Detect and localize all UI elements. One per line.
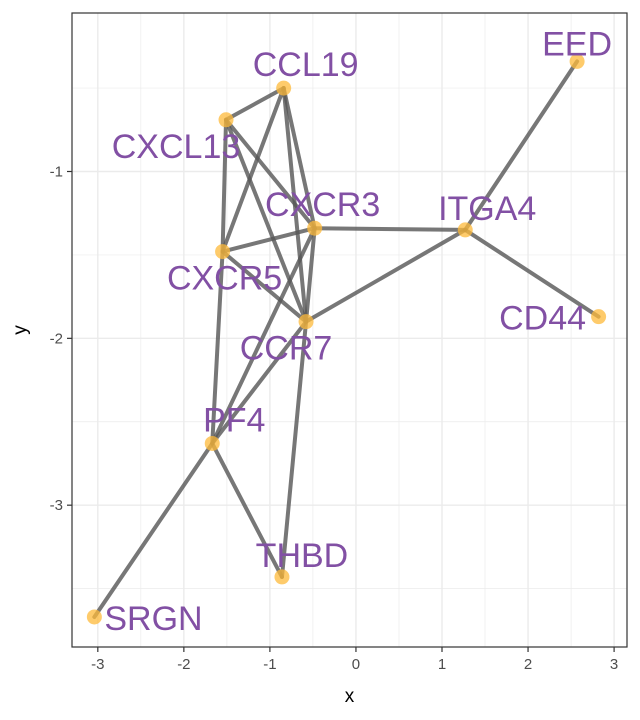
edge-cxcl13-cxcr5	[220, 117, 229, 254]
edges	[92, 59, 601, 619]
x-axis-title: x	[345, 686, 355, 707]
node-point-cxcr5	[215, 244, 231, 260]
node-label-itga4: ITGA4	[438, 190, 536, 228]
edge-ccr7-thbd	[279, 319, 309, 579]
node-label-cd44: CD44	[499, 300, 586, 338]
edge-cxcr5-pf4	[210, 249, 225, 446]
edge-cxcr3-pf4	[210, 226, 317, 446]
edge-cxcl13-ccr7	[224, 117, 309, 324]
panel-border	[71, 12, 628, 648]
node-point-cd44	[591, 309, 607, 325]
node-point-cxcl13	[218, 112, 234, 128]
grid-lines	[72, 13, 627, 647]
y-axis: -1 -2 -3	[50, 164, 72, 514]
node-label-cxcr3: CXCR3	[265, 186, 380, 224]
x-axis: -3 -2 -1 0 1 2 3	[91, 647, 618, 673]
node-label-cxcl13: CXCL13	[112, 128, 241, 166]
x-tick-label: 0	[352, 656, 360, 673]
x-tick-label: 3	[610, 656, 618, 673]
x-tick-label: 1	[438, 656, 446, 673]
edge-ccl19-cxcr3	[281, 86, 317, 231]
node-labels: EED CCL19 CXCL13 CXCR3 ITGA4 CXCR5 CD44 CCR7 PF4…	[104, 25, 612, 638]
edge-pf4-srgn	[92, 441, 215, 619]
node-label-srgn: SRGN	[104, 600, 202, 638]
edge-cxcr5-cxcr3	[220, 226, 317, 254]
node-label-ccl19: CCL19	[253, 46, 359, 84]
node-point-ccr7	[298, 314, 314, 330]
x-tick-label: -3	[91, 656, 104, 673]
node-label-ccr7: CCR7	[240, 330, 333, 368]
edge-itga4-eed	[463, 59, 580, 232]
x-tick-label: -1	[263, 656, 276, 673]
node-label-thbd: THBD	[256, 537, 349, 575]
node-point-ccl19	[276, 80, 292, 96]
edge-cxcl13-cxcr3	[224, 117, 317, 231]
edge-ccl19-cxcl13	[224, 86, 286, 122]
edge-ccr7-itga4	[304, 227, 468, 324]
node-label-cxcr5: CXCR5	[167, 260, 282, 298]
x-tick-label: -2	[177, 656, 190, 673]
y-tick-label: -1	[50, 164, 63, 181]
y-axis-title: y	[10, 325, 31, 335]
edge-cxcr3-ccr7	[304, 226, 317, 324]
edge-pf4-thbd	[210, 441, 284, 579]
edge-cxcr5-ccr7	[220, 249, 309, 324]
node-point-eed	[569, 53, 585, 69]
edge-itga4-cd44	[463, 227, 601, 319]
nodes	[86, 53, 607, 625]
node-point-srgn	[86, 609, 102, 625]
node-label-pf4: PF4	[203, 401, 265, 439]
node-point-cxcr3	[307, 220, 323, 236]
x-tick-label: 2	[524, 656, 532, 673]
node-label-eed: EED	[542, 25, 612, 63]
edge-ccl19-cxcr5	[220, 86, 286, 254]
node-point-pf4	[204, 435, 220, 451]
edge-ccr7-pf4	[210, 319, 309, 446]
edge-cxcr3-itga4	[312, 226, 468, 232]
y-tick-label: -2	[50, 330, 63, 347]
node-point-itga4	[457, 222, 473, 238]
y-tick-label: -3	[50, 497, 63, 514]
node-point-thbd	[274, 569, 290, 585]
